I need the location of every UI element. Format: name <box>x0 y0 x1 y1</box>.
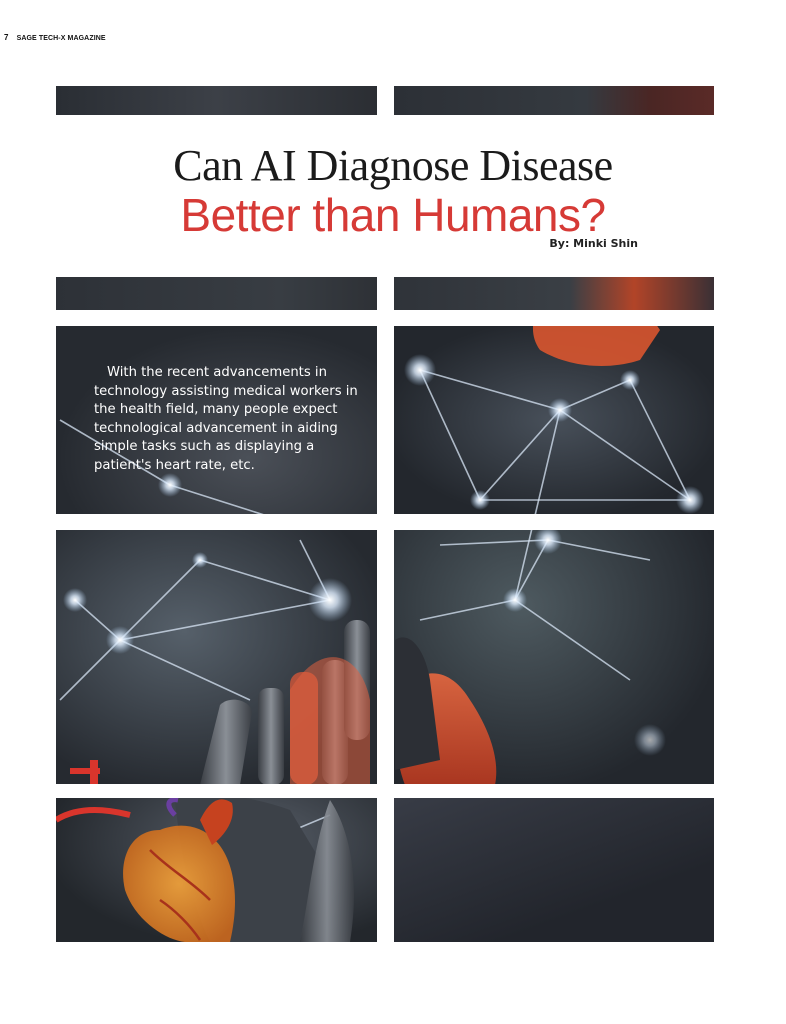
publication-name: SAGE TECH-X MAGAZINE <box>16 35 106 42</box>
red-hand-shape <box>532 326 660 366</box>
article-intro-text: With the recent advancements in technolo… <box>94 365 358 473</box>
red-accent-pipes <box>56 760 131 823</box>
heart-illustration <box>123 797 235 942</box>
running-header: 7 SAGE TECH-X MAGAZINE <box>4 33 106 42</box>
mid-strip-right <box>394 277 714 310</box>
page-number: 7 <box>4 33 9 42</box>
network-nodes <box>63 354 704 852</box>
mid-strip-left <box>56 277 377 310</box>
tile-r1-left <box>56 326 377 514</box>
article-byline: By: Minki Shin <box>549 237 638 250</box>
dark-hand-shape <box>395 637 440 770</box>
top-strip-left <box>56 86 377 115</box>
illustration-group <box>56 326 704 942</box>
top-strip-right <box>394 86 714 115</box>
article-title-line-2: Better than Humans? <box>180 189 606 241</box>
tile-r3-right <box>394 798 714 942</box>
article-title-line-1: Can AI Diagnose Disease <box>173 141 613 190</box>
